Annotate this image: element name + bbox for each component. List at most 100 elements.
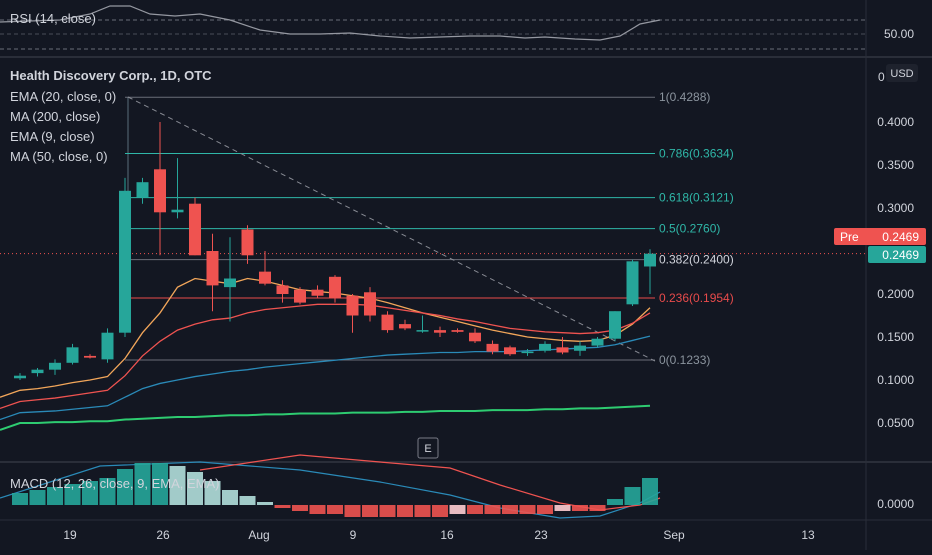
candle[interactable] (241, 225, 254, 264)
currency-button[interactable] (886, 64, 918, 82)
indicator-legend[interactable]: EMA (20, close, 0) MA (200, close) EMA (9,… (10, 89, 116, 164)
candle[interactable] (486, 340, 499, 355)
indicator-legend-item[interactable]: MA (50, close, 0) (10, 149, 108, 164)
candle-body (189, 203, 201, 256)
candle[interactable] (294, 287, 306, 305)
y-tick-label: 0.2000 (877, 287, 914, 301)
candle[interactable] (311, 285, 324, 299)
candle-body (101, 332, 114, 360)
candle[interactable] (119, 177, 131, 337)
indicator-legend-item[interactable]: MA (200, close) (10, 109, 100, 124)
macd-histogram-bar (134, 463, 151, 505)
macd-histogram-bar (624, 487, 641, 505)
macd-histogram-bar (29, 490, 46, 505)
earnings-button[interactable]: E (417, 437, 439, 459)
macd-histogram-bar (204, 481, 221, 505)
macd-histogram-bar (274, 505, 291, 508)
y-tick-label: 0.0500 (877, 416, 914, 430)
candle[interactable] (101, 328, 114, 363)
currency-label: USD (890, 68, 913, 80)
candle-body (31, 369, 44, 374)
candle[interactable] (276, 280, 289, 303)
candle-body (381, 314, 394, 331)
macd-histogram-bar (414, 505, 431, 517)
macd-histogram-bar (397, 505, 413, 517)
macd-axis-value: 0.0000 (877, 497, 914, 511)
candle[interactable] (49, 359, 61, 375)
candle[interactable] (346, 294, 359, 333)
macd-histogram-bar (257, 502, 273, 505)
candle[interactable] (224, 237, 236, 322)
fibonacci-retracement[interactable]: 1(0.4288) 0.786(0.3634) 0.618(0.3121) 0.5(0… (125, 90, 734, 367)
candle[interactable] (171, 158, 184, 219)
macd-histogram-bar (449, 505, 466, 514)
macd-histogram-bar (64, 484, 81, 505)
candle-body (49, 362, 61, 370)
candle[interactable] (521, 349, 534, 356)
candle-body (294, 289, 306, 303)
candle[interactable] (84, 354, 96, 359)
candle[interactable] (206, 233, 219, 312)
candle[interactable] (451, 328, 464, 333)
candle[interactable] (329, 275, 341, 303)
macd-histogram-bar (642, 478, 658, 505)
candle[interactable] (31, 367, 44, 377)
fib-level-label: 0.786(0.3634) (659, 146, 734, 160)
candle-body (259, 271, 271, 284)
candle-body (329, 276, 341, 299)
candle-body (241, 229, 254, 256)
macd-histogram-bar (309, 505, 326, 514)
candle[interactable] (434, 326, 446, 337)
macd-signal-line (199, 454, 661, 511)
candle[interactable] (609, 311, 621, 342)
indicator-legend-item[interactable]: EMA (9, close) (10, 129, 95, 144)
time-axis[interactable]: 19 26 Aug 9 16 23 Sep 13 (63, 528, 815, 542)
candle-body (574, 345, 586, 351)
candle[interactable] (626, 259, 639, 307)
candle-body (171, 209, 184, 213)
candle[interactable] (136, 177, 149, 204)
macd-histogram-bar (484, 505, 501, 514)
candle[interactable] (14, 373, 26, 380)
candle-body (154, 169, 166, 213)
candle[interactable] (66, 343, 79, 365)
candle[interactable] (259, 251, 271, 286)
last-price-tag: 0.2469 (868, 246, 926, 263)
macd-histogram-bar (222, 490, 238, 505)
candle[interactable] (539, 341, 551, 353)
candle[interactable] (504, 345, 516, 356)
last-price-value: 0.2469 (882, 248, 919, 262)
x-tick-label: 23 (534, 528, 548, 542)
candle-body (364, 292, 376, 316)
candle[interactable] (644, 249, 656, 294)
macd-histogram-bar (519, 505, 536, 514)
candle[interactable] (591, 337, 604, 348)
candle[interactable] (154, 122, 166, 256)
rsi-pane: RSI (14, close) (0, 5, 865, 50)
candle[interactable] (469, 328, 481, 344)
fib-level-label: 0.618(0.3121) (659, 191, 734, 205)
candle-body (399, 324, 411, 329)
x-tick-label: 26 (156, 528, 170, 542)
candle-body (136, 182, 149, 198)
candle[interactable] (381, 311, 394, 333)
candle[interactable] (399, 319, 411, 331)
candlesticks[interactable] (14, 122, 656, 380)
macd-histogram-bar (327, 505, 343, 514)
candle[interactable] (364, 287, 376, 322)
candle[interactable] (556, 337, 569, 355)
indicator-legend-item[interactable]: EMA (20, close, 0) (10, 89, 116, 104)
candle[interactable] (574, 341, 586, 356)
y-tick-label: 0.1000 (877, 373, 914, 387)
candle-body (521, 351, 534, 354)
candle[interactable] (189, 197, 201, 256)
candle[interactable] (416, 315, 429, 333)
price-axis[interactable]: 0.40000.35000.30000.25000.20000.15000.10… (877, 115, 914, 430)
candle-body (539, 343, 551, 351)
macd-histogram-bar (344, 505, 361, 517)
x-tick-label: 19 (63, 528, 77, 542)
y-tick-label: 0.1500 (877, 330, 914, 344)
candle-body (644, 253, 656, 267)
macd-histogram-bar (432, 505, 448, 517)
